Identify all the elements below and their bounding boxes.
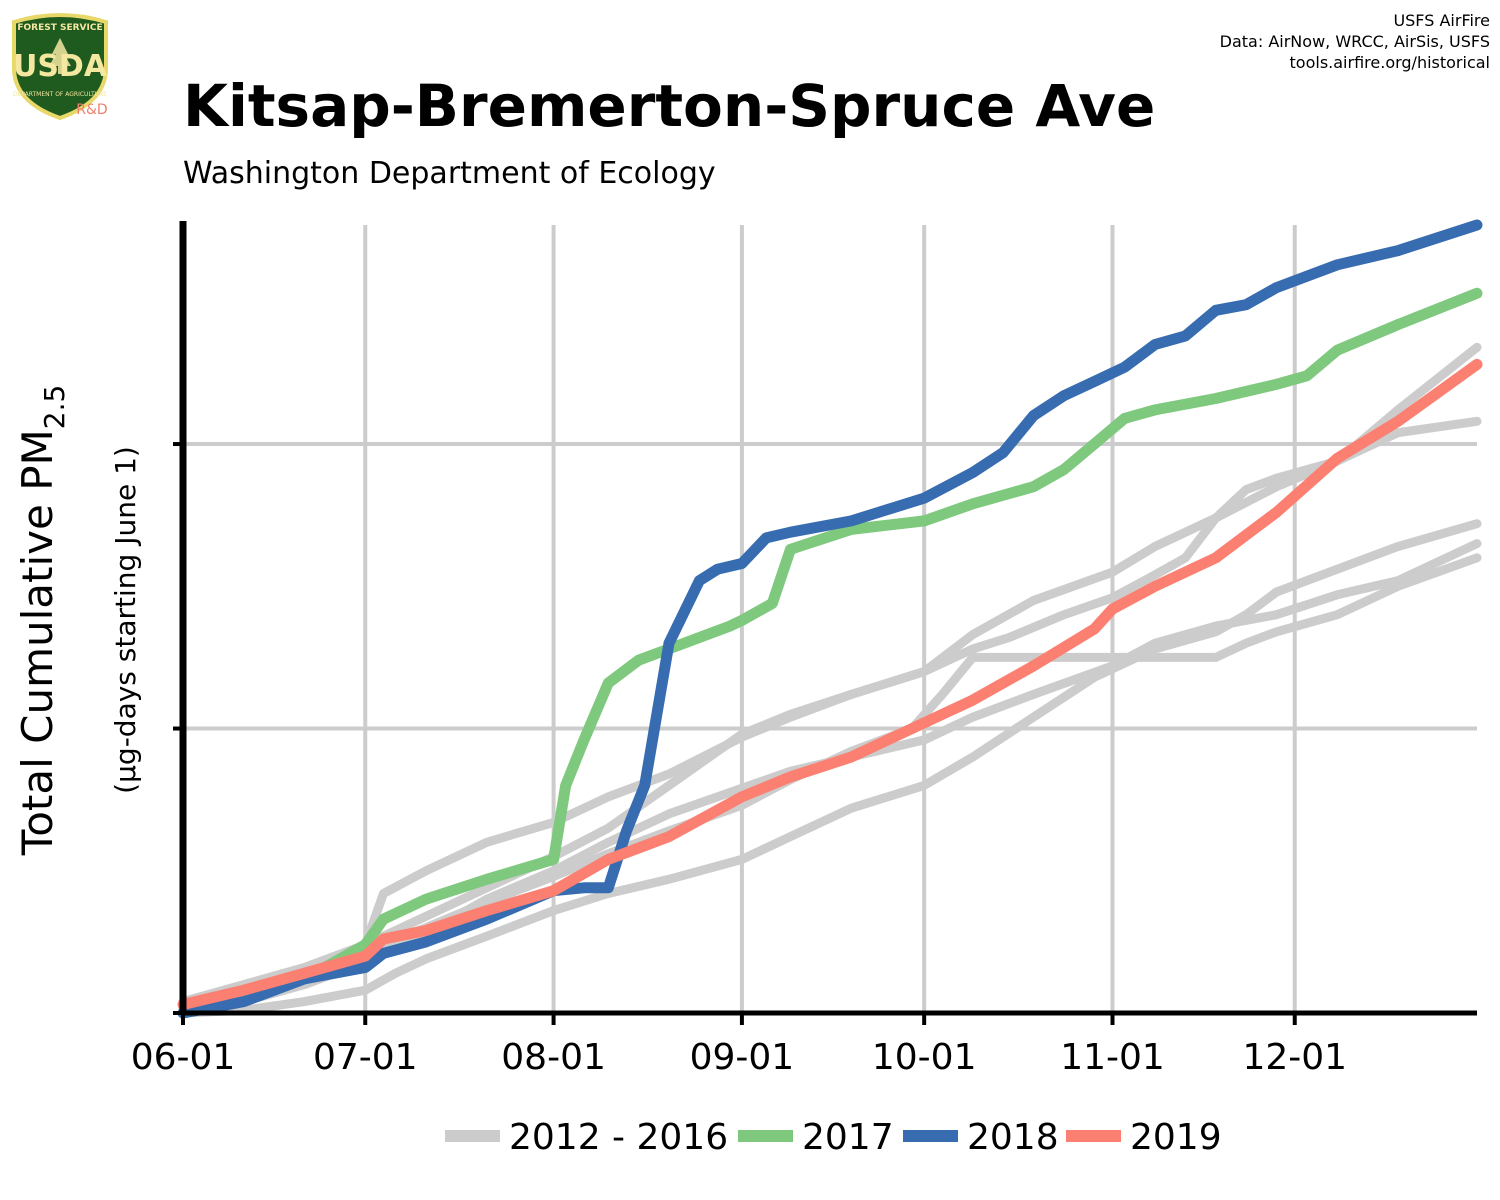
x-tick-label: 08-01	[501, 1037, 606, 1078]
logo-bottom-text: DEPARTMENT OF AGRICULTURE	[13, 91, 107, 98]
x-tick-label: 07-01	[313, 1037, 418, 1078]
tree-icon	[49, 38, 71, 74]
legend-label: 2017	[802, 1117, 894, 1158]
legend-label: 2018	[967, 1117, 1059, 1158]
legend-label: 2012 - 2016	[509, 1117, 728, 1158]
chart-title: Kitsap-Bremerton-Spruce Ave	[183, 72, 1156, 140]
series-line-historical	[178, 416, 1482, 1009]
y-axis-sublabel: (µg-days starting June 1)	[109, 446, 142, 794]
y-axis-label-main: Total Cumulative PM	[13, 429, 62, 856]
y-axis-label-subscript: 2.5	[38, 385, 71, 430]
x-tick-label: 12-01	[1242, 1037, 1347, 1078]
credit-line: USFS AirFire	[1393, 11, 1490, 30]
series-line-y2019	[177, 358, 1483, 1010]
x-tick-label: 10-01	[872, 1037, 977, 1078]
x-tick-label: 06-01	[131, 1037, 236, 1078]
credits: USFS AirFire Data: AirNow, WRCC, AirSis,…	[1220, 10, 1490, 73]
credit-line: Data: AirNow, WRCC, AirSis, USFS	[1219, 32, 1490, 51]
logo-top-text: FOREST SERVICE	[17, 23, 102, 33]
credit-line: tools.airfire.org/historical	[1289, 53, 1490, 72]
usda-forest-service-logo: FOREST SERVICE USDA DEPARTMENT OF AGRICU…	[12, 13, 108, 120]
legend-label: 2019	[1130, 1117, 1222, 1158]
x-tick-label: 11-01	[1060, 1037, 1165, 1078]
x-tick-label: 09-01	[690, 1037, 795, 1078]
cumulative-pm25-chart: 06-01 07-01 08-01 09-01 10-01 11-01 12-01 Tota…	[13, 219, 1483, 1158]
chart-subtitle: Washington Department of Ecology	[183, 156, 716, 191]
axes: 06-01 07-01 08-01 09-01 10-01 11-01 12-01	[131, 221, 1477, 1078]
y-axis-label: Total Cumulative PM2.5	[13, 385, 71, 857]
grid	[183, 225, 1477, 1013]
series-line-y2018	[177, 219, 1483, 1019]
legend: 2012 - 2016 2017 2018 2019	[445, 1117, 1222, 1158]
series-line-historical	[178, 519, 1482, 1018]
logo-tag: R&D	[76, 102, 107, 118]
series-line-y2017	[177, 287, 1483, 1019]
series-layer	[177, 219, 1483, 1019]
